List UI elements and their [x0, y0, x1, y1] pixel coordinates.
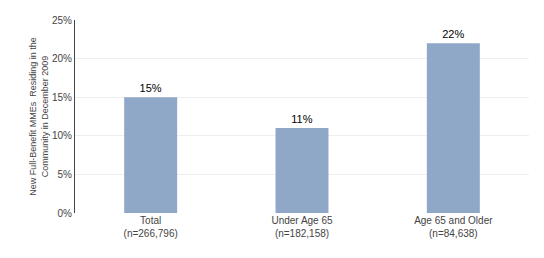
svg-text:New Full-Benefit MMEs Residin: New Full-Benefit MMEs Residing in theCom… — [28, 37, 50, 196]
svg-text:Total(n=266,796): Total(n=266,796) — [124, 215, 178, 239]
svg-text:Age 65 and Older(n=84,638): Age 65 and Older(n=84,638) — [414, 215, 493, 239]
svg-text:25%: 25% — [52, 15, 72, 26]
svg-text:15%: 15% — [140, 82, 162, 94]
svg-text:10%: 10% — [52, 130, 72, 141]
svg-text:15%: 15% — [52, 92, 72, 103]
svg-text:0%: 0% — [58, 208, 73, 219]
svg-text:20%: 20% — [52, 53, 72, 64]
svg-text:Under Age 65(n=182,158): Under Age 65(n=182,158) — [271, 215, 333, 239]
svg-text:11%: 11% — [291, 113, 312, 125]
svg-text:22%: 22% — [442, 28, 464, 40]
svg-text:5%: 5% — [58, 169, 73, 180]
